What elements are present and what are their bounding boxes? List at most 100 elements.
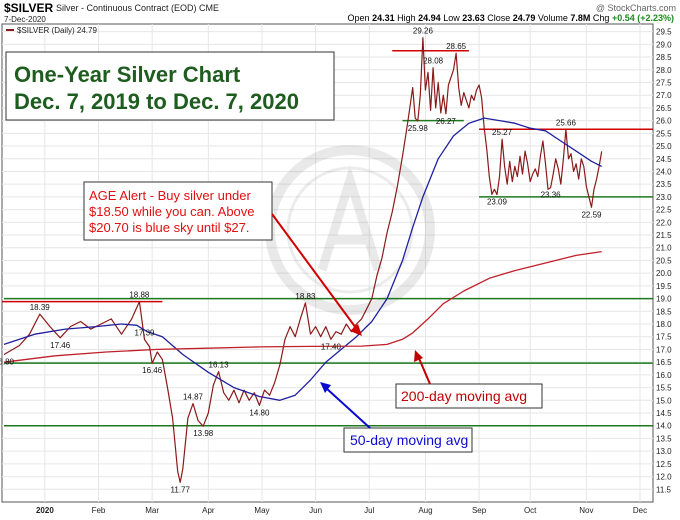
x-tick-label: 2020 (36, 506, 54, 515)
open-label: Open (347, 13, 370, 23)
alert-arrow (271, 213, 362, 336)
y-tick-label: 20.0 (656, 269, 672, 278)
x-tick-label: May (254, 506, 269, 515)
y-tick-label: 23.5 (656, 180, 672, 189)
ohlc-stats: Open 24.31 High 24.94 Low 23.63 Close 24… (348, 13, 674, 23)
y-tick-label: 22.0 (656, 218, 672, 227)
y-tick-label: 26.5 (656, 104, 672, 113)
title-line-1: One-Year Silver Chart (14, 62, 241, 87)
price-annotation: 25.27 (492, 128, 513, 137)
price-annotation: 29.26 (413, 27, 434, 36)
title-line-2: Dec. 7, 2019 to Dec. 7, 2020 (14, 89, 299, 114)
x-tick-label: Apr (202, 506, 215, 515)
ma50-arrow (320, 382, 371, 429)
ma200-arrow (414, 350, 431, 385)
chg-value: +0.54 (+2.23%) (611, 13, 674, 23)
y-tick-label: 25.5 (656, 129, 672, 138)
price-annotation: 17.40 (321, 342, 342, 351)
price-annotation: 11.77 (171, 485, 191, 494)
price-annotation: 18.88 (129, 291, 150, 300)
x-tick-label: Dec (633, 506, 647, 515)
y-tick-label: 13.5 (656, 434, 672, 443)
price-annotation: 23.09 (487, 198, 508, 207)
price-annotation: 28.65 (446, 42, 467, 51)
y-tick-label: 14.5 (656, 409, 672, 418)
price-annotation: 17.39 (134, 329, 155, 338)
alert-line-2: $18.50 while you can. Above (89, 204, 255, 219)
y-tick-label: 24.0 (656, 167, 672, 176)
y-tick-label: 23.0 (656, 193, 672, 202)
price-annotation: 18.39 (30, 303, 51, 312)
y-tick-label: 20.5 (656, 256, 672, 265)
high-label: High (397, 13, 416, 23)
y-tick-label: 17.5 (656, 333, 672, 342)
price-annotation: 23.36 (541, 191, 562, 200)
close-value: 24.79 (512, 13, 536, 23)
y-tick-label: 17.0 (656, 345, 672, 354)
x-tick-label: Oct (524, 506, 537, 515)
series-lines (3, 37, 603, 483)
y-tick-label: 15.0 (656, 396, 672, 405)
y-tick-label: 28.5 (656, 53, 672, 62)
low-label: Low (443, 13, 460, 23)
y-tick-label: 27.5 (656, 78, 672, 87)
ma50-line (3, 117, 602, 401)
y-tick-label: 12.0 (656, 473, 672, 482)
y-tick-label: 16.5 (656, 358, 672, 367)
y-tick-label: 11.5 (656, 485, 672, 494)
price-annotation: 16.13 (209, 361, 230, 370)
y-tick-label: 29.0 (656, 40, 672, 49)
symbol-title: $SILVER (4, 1, 54, 15)
chart-date: 7-Dec-2020 (4, 15, 46, 24)
price-annotation: 16.80 (0, 358, 15, 367)
price-annotation: 17.46 (50, 341, 71, 350)
ma200-line (3, 250, 602, 363)
close-label: Close (487, 13, 511, 23)
y-axis-ticks: 11.5 12.0 12.5 13.0 13.5 14.0 14.5 15.0 15.5 16.0… (656, 28, 672, 495)
ma200-label: 200-day moving avg (401, 388, 527, 404)
price-annotation: 28.08 (423, 57, 444, 66)
legend: $SILVER (Daily) 24.79 (6, 26, 97, 35)
x-tick-label: Sep (472, 506, 487, 515)
price-annotations: 18.39 18.88 17.46 17.39 16.80 16.46 16.13 14.87… (0, 27, 602, 495)
price-annotation: 25.66 (556, 118, 577, 127)
y-tick-label: 14.0 (656, 422, 672, 431)
alert-box-frame (83, 181, 273, 241)
x-tick-label: Aug (418, 506, 432, 515)
y-tick-label: 18.5 (656, 307, 672, 316)
price-annotation: 22.59 (581, 210, 602, 219)
ma50-label: 50-day moving avg (350, 432, 468, 448)
open-value: 24.31 (372, 13, 395, 23)
alert-line-1: AGE Alert - Buy silver under (89, 188, 252, 203)
volume-value: 7.8M (570, 13, 591, 23)
y-tick-label: 13.0 (656, 447, 672, 456)
y-tick-label: 12.5 (656, 460, 672, 469)
volume-label: Volume (537, 13, 568, 23)
title-box-frame (5, 51, 335, 121)
price-annotation: 14.87 (183, 393, 204, 402)
price-annotation: 13.98 (193, 429, 214, 438)
alert-box: AGE Alert - Buy silver under $18.50 whil… (83, 181, 273, 241)
price-annotation: 16.46 (142, 366, 163, 375)
low-value: 23.63 (462, 13, 485, 23)
y-tick-label: 19.5 (656, 282, 672, 291)
x-tick-label: Nov (579, 506, 593, 515)
price-annotation: 14.80 (249, 408, 270, 417)
price-annotation: 25.98 (408, 124, 429, 133)
x-tick-label: Jun (309, 506, 322, 515)
legend-label: $SILVER (Daily) 24.79 (17, 26, 97, 35)
y-tick-label: 28.0 (656, 66, 672, 75)
y-tick-label: 15.5 (656, 384, 672, 393)
chg-label: Chg (592, 13, 610, 23)
symbol-description: Silver - Continuous Contract (EOD) CME (56, 3, 220, 13)
x-tick-label: Feb (92, 506, 106, 515)
x-tick-label: Jul (364, 506, 374, 515)
y-tick-label: 25.0 (656, 142, 672, 151)
price-annotation: 26.27 (436, 117, 457, 126)
stockcharts-watermark: @ StockCharts.com (595, 3, 676, 13)
ma50-box: 50-day moving avg (343, 427, 473, 453)
y-tick-label: 16.0 (656, 371, 672, 380)
ma200-box-frame (395, 383, 543, 409)
ma50-box-frame (343, 427, 473, 453)
